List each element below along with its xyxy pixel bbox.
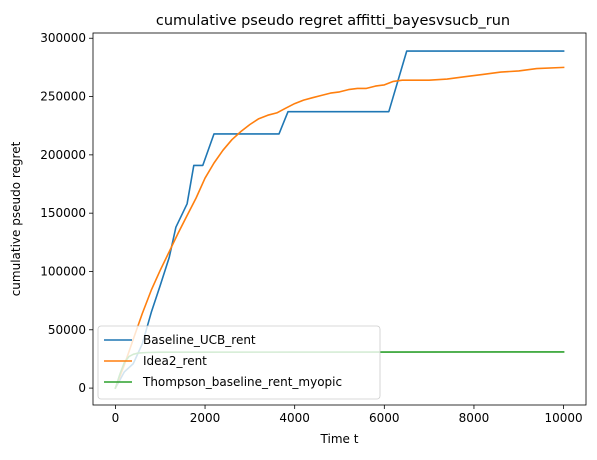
axes-frame <box>92 32 587 406</box>
x-tick-label: 8000 <box>459 411 490 425</box>
y-tick-label: 300000 <box>40 31 86 45</box>
x-tick-label: 2000 <box>190 411 221 425</box>
y-tick-label: 250000 <box>40 90 86 104</box>
y-axis-label: cumulative pseudo regret <box>9 141 23 296</box>
y-tick-label: 50000 <box>48 323 86 337</box>
legend-label-3: Thompson_baseline_rent_myopic <box>142 375 342 389</box>
y-tick-label: 0 <box>78 381 86 395</box>
y-axis-ticks: 0 50000 100000 150000 200000 250000 300000 <box>40 31 93 395</box>
y-tick-label: 100000 <box>40 264 86 278</box>
x-tick-label: 10000 <box>544 411 582 425</box>
series-line-2 <box>114 66 565 390</box>
y-tick-label: 150000 <box>40 206 86 220</box>
legend: Baseline_UCB_rent Idea2_rent Thompson_base… <box>97 325 381 400</box>
x-tick-label: 6000 <box>369 411 400 425</box>
x-axis-ticks: 0 2000 4000 6000 8000 10000 <box>112 405 583 425</box>
legend-box <box>97 325 381 400</box>
legend-label-2: Idea2_rent <box>143 354 207 368</box>
x-tick-label: 0 <box>112 411 120 425</box>
x-axis-label: Time t <box>320 432 359 446</box>
legend-label-1: Baseline_UCB_rent <box>143 333 256 347</box>
y-tick-label: 200000 <box>40 148 86 162</box>
x-tick-label: 4000 <box>279 411 310 425</box>
chart-title: cumulative pseudo regret affitti_bayesvs… <box>156 13 510 29</box>
